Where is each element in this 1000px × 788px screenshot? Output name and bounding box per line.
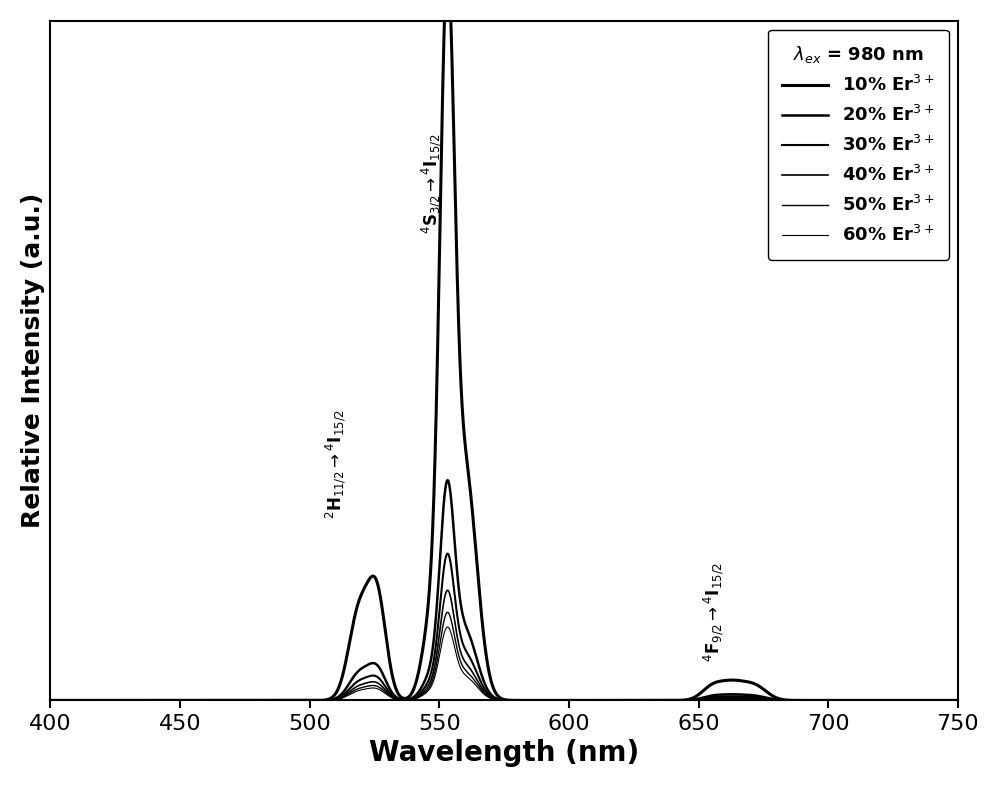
Line: 10% Er$^{3+}$: 10% Er$^{3+}$ <box>50 0 958 701</box>
60% Er$^{3+}$ <box>589 696 601 705</box>
Line: 20% Er$^{3+}$: 20% Er$^{3+}$ <box>50 480 958 701</box>
30% Er$^{3+}$ <box>391 694 403 704</box>
10% Er$^{3+}$ <box>952 696 964 705</box>
50% Er$^{3+}$ <box>391 695 403 704</box>
10% Er$^{3+}$ <box>791 696 803 705</box>
50% Er$^{3+}$ <box>209 696 221 705</box>
50% Er$^{3+}$ <box>44 696 56 705</box>
60% Er$^{3+}$ <box>722 693 734 703</box>
30% Er$^{3+}$ <box>791 696 803 705</box>
40% Er$^{3+}$ <box>442 585 454 595</box>
50% Er$^{3+}$ <box>589 696 601 705</box>
Text: $^4$S$_{3/2}$$\rightarrow$$^4$I$_{15/2}$: $^4$S$_{3/2}$$\rightarrow$$^4$I$_{15/2}$ <box>419 134 444 234</box>
40% Er$^{3+}$ <box>391 694 403 704</box>
10% Er$^{3+}$ <box>44 696 56 705</box>
30% Er$^{3+}$ <box>442 549 454 559</box>
60% Er$^{3+}$ <box>791 696 803 705</box>
50% Er$^{3+}$ <box>635 696 647 705</box>
60% Er$^{3+}$ <box>209 696 221 705</box>
30% Er$^{3+}$ <box>722 692 734 701</box>
10% Er$^{3+}$ <box>391 687 403 697</box>
20% Er$^{3+}$ <box>209 696 221 705</box>
20% Er$^{3+}$ <box>722 690 734 699</box>
Text: $^2$H$_{11/2}$$\rightarrow$$^4$I$_{15/2}$: $^2$H$_{11/2}$$\rightarrow$$^4$I$_{15/2}… <box>323 410 348 519</box>
30% Er$^{3+}$ <box>635 696 647 705</box>
Legend: 10% Er$^{3+}$, 20% Er$^{3+}$, 30% Er$^{3+}$, 40% Er$^{3+}$, 50% Er$^{3+}$, 60% E: 10% Er$^{3+}$, 20% Er$^{3+}$, 30% Er$^{3… <box>768 30 949 260</box>
20% Er$^{3+}$ <box>791 696 803 705</box>
30% Er$^{3+}$ <box>209 696 221 705</box>
60% Er$^{3+}$ <box>442 623 454 632</box>
20% Er$^{3+}$ <box>391 693 403 702</box>
60% Er$^{3+}$ <box>391 695 403 704</box>
Line: 30% Er$^{3+}$: 30% Er$^{3+}$ <box>50 554 958 701</box>
10% Er$^{3+}$ <box>635 696 647 705</box>
10% Er$^{3+}$ <box>589 696 601 705</box>
40% Er$^{3+}$ <box>589 696 601 705</box>
30% Er$^{3+}$ <box>589 696 601 705</box>
50% Er$^{3+}$ <box>442 608 454 617</box>
40% Er$^{3+}$ <box>635 696 647 705</box>
20% Er$^{3+}$ <box>635 696 647 705</box>
Y-axis label: Relative Intensity (a.u.): Relative Intensity (a.u.) <box>21 193 45 528</box>
Line: 60% Er$^{3+}$: 60% Er$^{3+}$ <box>50 627 958 701</box>
20% Er$^{3+}$ <box>44 696 56 705</box>
50% Er$^{3+}$ <box>722 693 734 703</box>
40% Er$^{3+}$ <box>722 693 734 702</box>
40% Er$^{3+}$ <box>791 696 803 705</box>
60% Er$^{3+}$ <box>952 696 964 705</box>
50% Er$^{3+}$ <box>791 696 803 705</box>
20% Er$^{3+}$ <box>952 696 964 705</box>
40% Er$^{3+}$ <box>44 696 56 705</box>
60% Er$^{3+}$ <box>44 696 56 705</box>
Line: 40% Er$^{3+}$: 40% Er$^{3+}$ <box>50 590 958 701</box>
Line: 50% Er$^{3+}$: 50% Er$^{3+}$ <box>50 612 958 701</box>
60% Er$^{3+}$ <box>635 696 647 705</box>
40% Er$^{3+}$ <box>952 696 964 705</box>
30% Er$^{3+}$ <box>44 696 56 705</box>
10% Er$^{3+}$ <box>209 696 221 705</box>
10% Er$^{3+}$ <box>722 675 734 685</box>
Text: $^4$F$_{9/2}$$\rightarrow$$^4$I$_{15/2}$: $^4$F$_{9/2}$$\rightarrow$$^4$I$_{15/2}$ <box>702 562 726 662</box>
20% Er$^{3+}$ <box>442 475 454 485</box>
40% Er$^{3+}$ <box>209 696 221 705</box>
50% Er$^{3+}$ <box>952 696 964 705</box>
20% Er$^{3+}$ <box>589 696 601 705</box>
X-axis label: Wavelength (nm): Wavelength (nm) <box>369 739 639 768</box>
30% Er$^{3+}$ <box>952 696 964 705</box>
